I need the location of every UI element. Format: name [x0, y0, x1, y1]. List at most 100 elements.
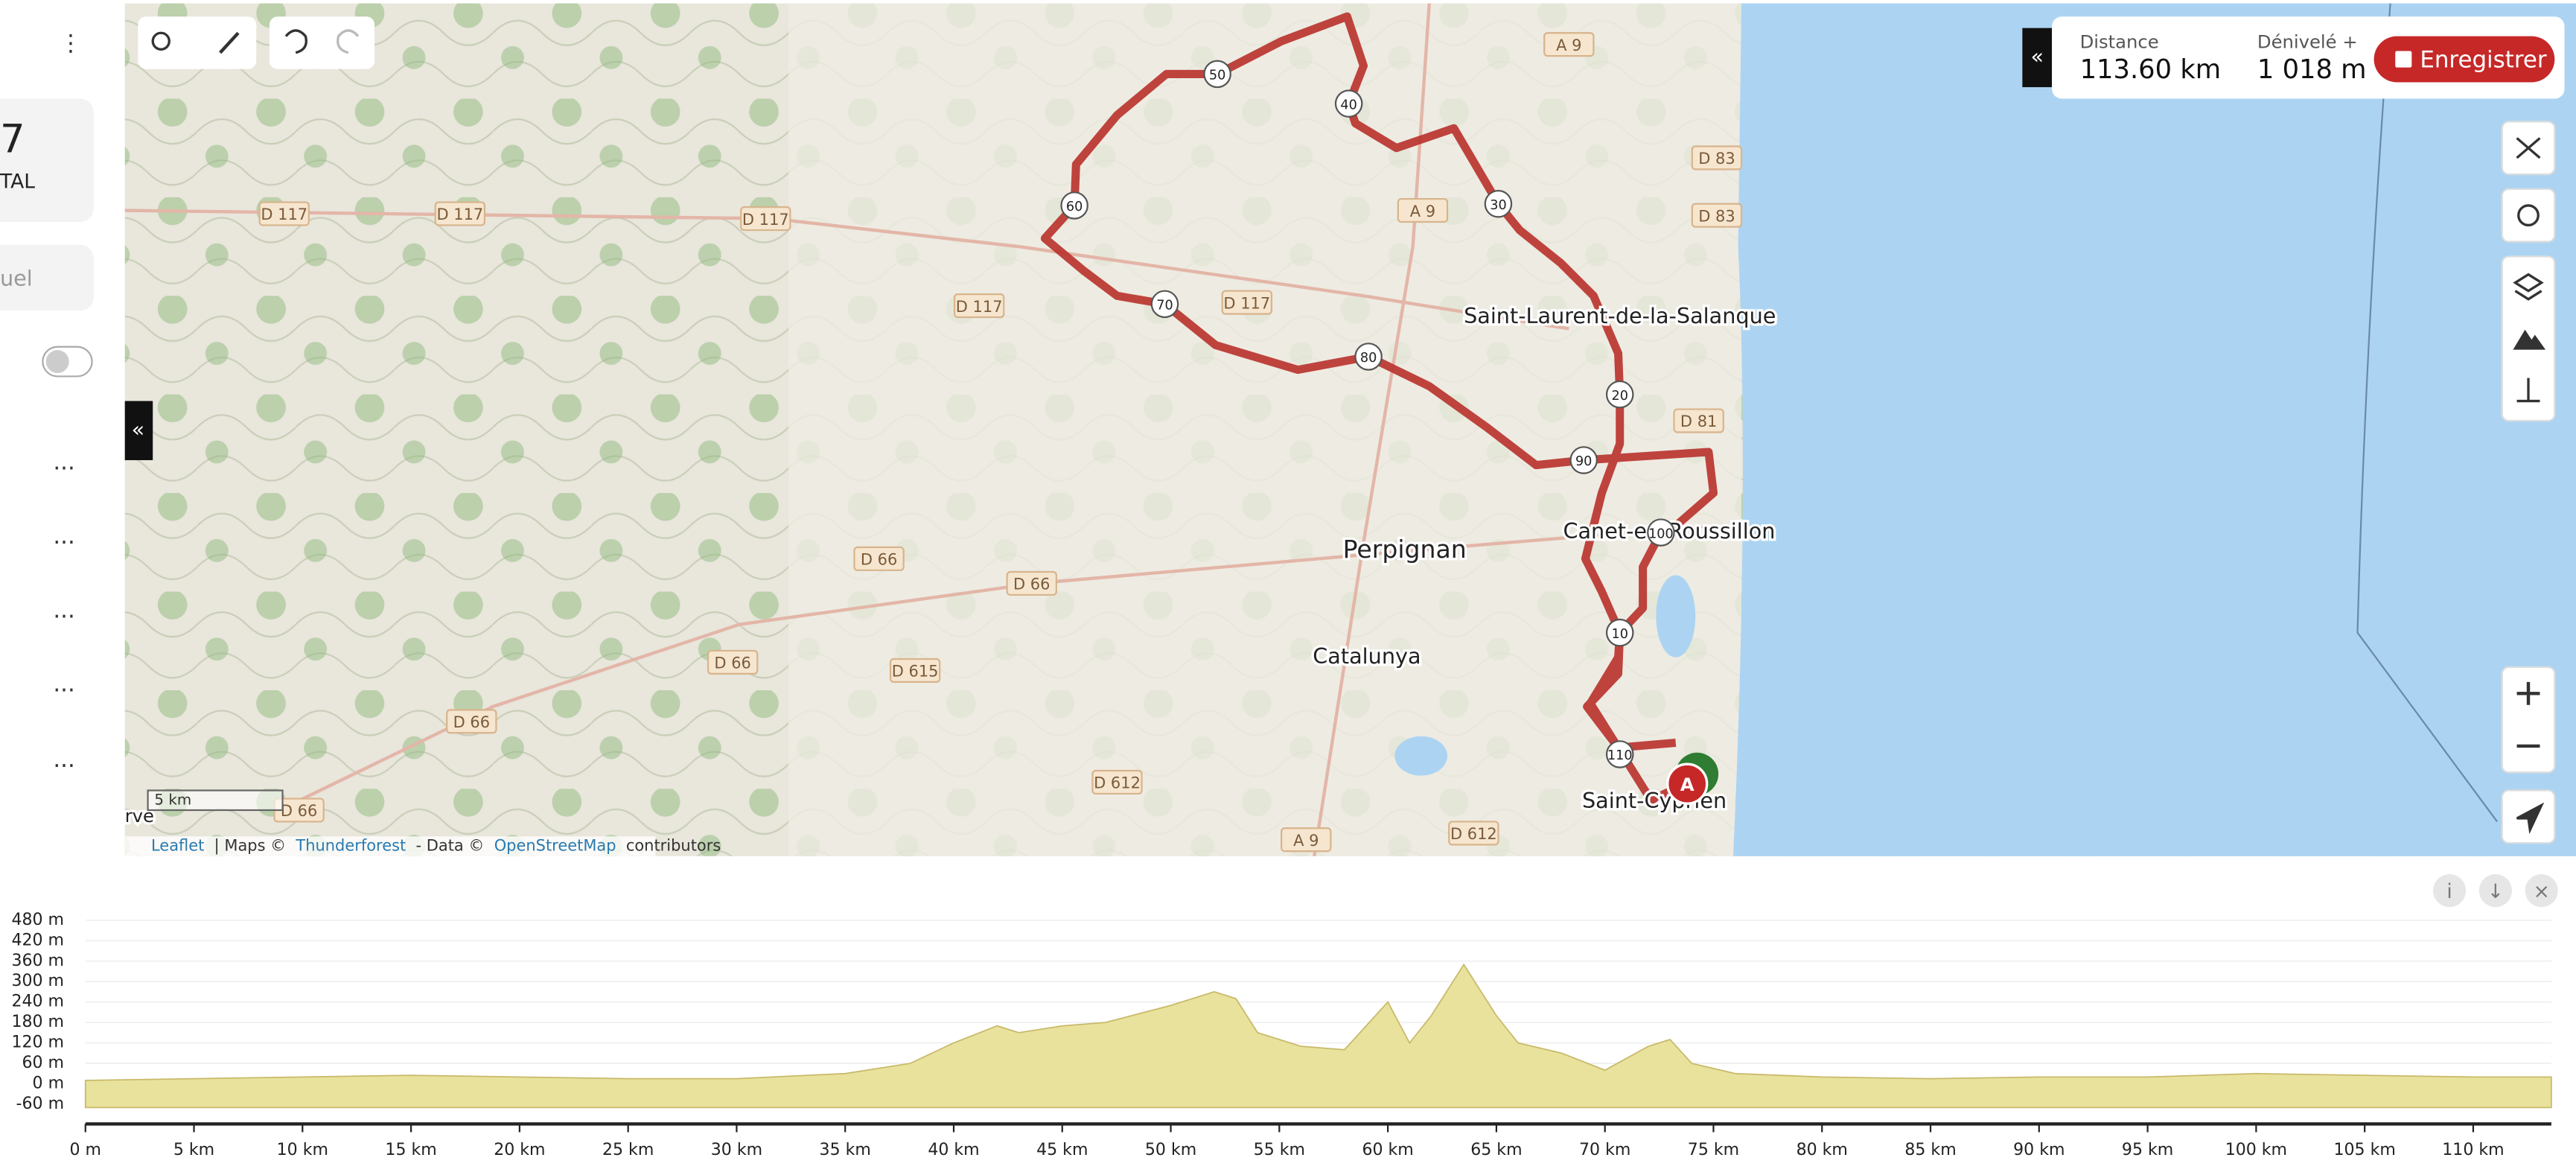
map-plain: [788, 3, 1742, 856]
road-shield: [1691, 203, 1743, 228]
more-button[interactable]: ···: [53, 603, 74, 630]
toggle-knob: [45, 350, 69, 374]
road-label: D 117: [1223, 294, 1270, 312]
y-tick-label: 0 m: [33, 1074, 65, 1093]
zoom-in[interactable]: [2516, 681, 2540, 705]
route-marker-label: 40: [1340, 98, 1356, 112]
road-shield: [1543, 32, 1595, 57]
road-label: D 81: [1680, 413, 1717, 430]
x-tick-label: 40 km: [928, 1141, 979, 1159]
start-marker[interactable]: [1666, 762, 1709, 805]
x-tick-label: 75 km: [1688, 1141, 1739, 1159]
more-button[interactable]: ···: [53, 753, 74, 780]
x-tick-label: 35 km: [820, 1141, 871, 1159]
place-label: Catalunya: [1313, 643, 1421, 669]
boundary: [2356, 3, 2498, 823]
x-tick-label: 65 km: [1470, 1141, 1522, 1159]
road-label: D 66: [281, 802, 317, 820]
road-shield: [1281, 827, 1332, 853]
x-tick-label: 15 km: [385, 1141, 436, 1159]
zoom-tool[interactable]: [151, 31, 170, 51]
locate-icon: [2516, 802, 2545, 835]
download-button[interactable]: [2478, 874, 2512, 908]
attribution: [124, 836, 656, 856]
edit-tool[interactable]: [219, 31, 240, 54]
route-marker: [1334, 89, 1363, 118]
sea: [1732, 3, 2576, 856]
y-tick-label: -60 m: [16, 1095, 65, 1113]
road-shield: [1006, 570, 1057, 596]
road-shield: [1091, 769, 1143, 795]
settings-button[interactable]: [2501, 188, 2556, 243]
more-button[interactable]: ···: [53, 456, 74, 483]
map[interactable]: D 117 D 117 D 117 D 117 D 117 A 9 A 9 A 9 D 83 D …: [122, 3, 2576, 857]
stat-value: 7: [0, 117, 25, 162]
stats-toggle[interactable]: [2022, 28, 2053, 88]
road-shield: [707, 649, 759, 675]
input[interactable]: [0, 244, 94, 311]
more-button[interactable]: ···: [53, 529, 74, 556]
road-shield: [1397, 198, 1449, 223]
save-icon: [2395, 51, 2412, 68]
save-button[interactable]: [2373, 36, 2555, 83]
road-label: A 9: [1410, 203, 1435, 220]
info-button[interactable]: [2433, 874, 2467, 908]
route-marker-label: 30: [1490, 198, 1506, 213]
attribution-link[interactable]: Leaflet: [151, 837, 204, 855]
x-tick-label: 5 km: [173, 1141, 214, 1159]
road-label: D 117: [436, 206, 483, 223]
x-tick-label: 95 km: [2122, 1141, 2173, 1159]
road-shield: [853, 546, 905, 571]
terrain-button[interactable]: [2513, 329, 2546, 350]
y-tick-label: 300 m: [11, 972, 64, 990]
road-label: D 66: [1013, 576, 1050, 593]
y-tick-label: 360 m: [11, 952, 64, 970]
attribution-text: contributors: [626, 837, 721, 855]
poi-button[interactable]: [2516, 378, 2540, 403]
redo-button[interactable]: [337, 29, 360, 54]
toolbar: [138, 16, 257, 69]
road: [124, 208, 1569, 331]
elevation-label: Dénivelé +: [2257, 31, 2358, 53]
route-marker-label: 80: [1360, 351, 1377, 366]
layers-button[interactable]: [2513, 273, 2544, 301]
route-marker: [1647, 518, 1675, 547]
road: [278, 549, 1413, 812]
route-marker-label: 110: [1607, 748, 1633, 763]
y-tick-label: 420 m: [11, 931, 64, 949]
scale-bar: [147, 789, 284, 812]
route-marker: [1605, 740, 1634, 768]
x-tick-label: 80 km: [1796, 1141, 1848, 1159]
road: [1313, 3, 1431, 857]
attribution-link[interactable]: OpenStreetMap: [494, 837, 616, 855]
fullscreen-icon: [2516, 137, 2541, 159]
place-label: Perpignan: [1343, 535, 1467, 564]
route-marker: [1484, 189, 1513, 218]
route: [1040, 12, 1718, 805]
sidebar-toggle[interactable]: [124, 401, 153, 460]
download-icon: ↓: [2487, 880, 2504, 903]
route-marker: [1569, 446, 1598, 474]
settings-icon: [2517, 204, 2540, 227]
route-marker: [1203, 60, 1231, 89]
x-tick-label: 110 km: [2442, 1141, 2504, 1159]
x-tick-label: 85 km: [1904, 1141, 1956, 1159]
road-label: D 66: [714, 655, 750, 672]
x-tick-label: 25 km: [602, 1141, 654, 1159]
attribution-link[interactable]: Thunderforest: [295, 837, 406, 855]
attribution-text: Leaflet | Maps © Thunderforest - Data © …: [151, 837, 721, 856]
x-tick-label: 105 km: [2333, 1141, 2395, 1159]
menu-button[interactable]: ⋮: [59, 30, 82, 57]
undo-button[interactable]: [284, 29, 307, 54]
stats-toggle-icon: «: [2030, 43, 2044, 69]
route-marker: [1150, 290, 1179, 319]
road-label: A 9: [1293, 832, 1319, 850]
lake: [1394, 736, 1448, 776]
distance-value: 113.60 km: [2080, 54, 2222, 85]
close-button[interactable]: [2525, 874, 2558, 908]
y-tick-label: 480 m: [11, 911, 64, 929]
place-label: Saint-Laurent-de-la-Salanque: [1464, 303, 1776, 328]
more-button[interactable]: ···: [53, 678, 74, 704]
x-tick-label: 0 m: [69, 1141, 101, 1159]
